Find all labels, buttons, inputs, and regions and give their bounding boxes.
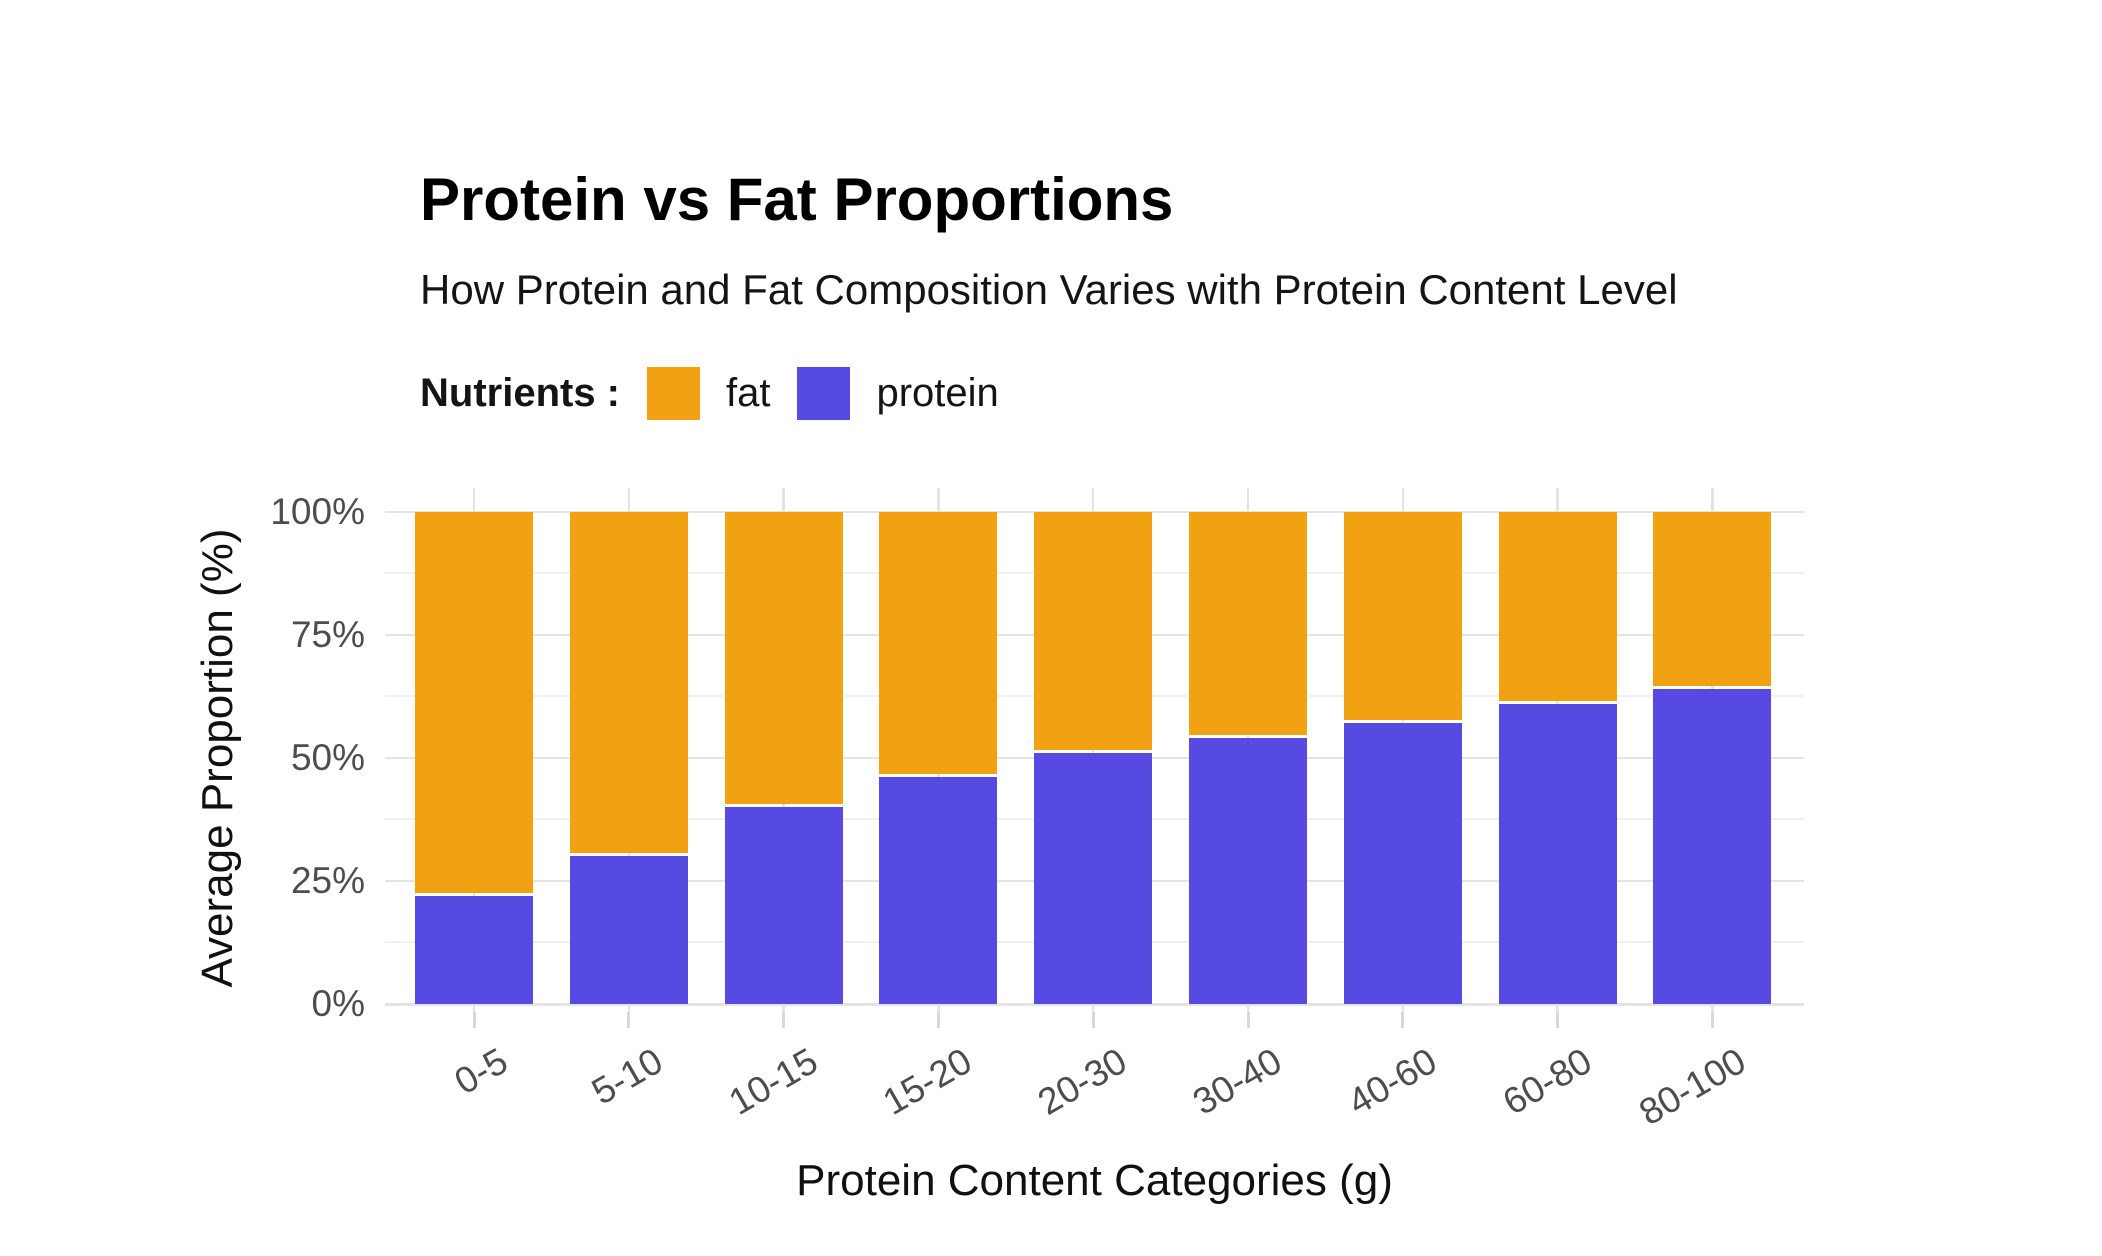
bar-segment-protein-10-15 [724,807,843,1004]
gridline-major-y-0 [385,1003,1804,1006]
x-tick-label-20-30: 20-30 [1031,1040,1134,1123]
legend-item-fat: fat [647,366,771,420]
legend-item-protein: protein [797,366,999,420]
bar-5-10 [569,511,688,1004]
bar-segment-fat-40-60 [1343,511,1462,721]
y-tick-label-25: 25% [290,859,365,901]
bar-30-40 [1189,511,1307,1004]
chart-title: Protein vs Fat Proportions [420,166,1174,233]
bar-segment-protein-40-60 [1343,723,1462,1004]
bar-segment-protein-80-100 [1653,688,1772,1004]
x-tick-mark-40-60 [1401,1012,1405,1028]
x-tick-mark-20-30 [1091,1012,1095,1028]
x-tick-mark-30-40 [1246,1012,1250,1028]
y-tick-label-50: 50% [290,736,365,778]
x-tick-mark-60-80 [1556,1012,1560,1028]
x-tick-mark-80-100 [1710,1012,1714,1028]
x-tick-mark-0-5 [472,1012,476,1028]
bar-segment-protein-0-5 [415,895,533,1004]
bar-segment-fat-30-40 [1189,511,1307,736]
legend-swatch-protein-icon [797,366,851,420]
bar-40-60 [1343,511,1462,1004]
x-tick-label-60-80: 60-80 [1495,1040,1599,1123]
legend-title: Nutrients : [420,370,620,415]
x-tick-label-30-40: 30-40 [1186,1040,1289,1123]
bar-segment-protein-30-40 [1189,738,1307,1004]
bar-15-20 [879,511,998,1004]
y-tick-label-100: 100% [270,490,365,532]
bar-segment-fat-60-80 [1498,511,1617,701]
x-axis-title: Protein Content Categories (g) [796,1156,1393,1205]
x-tick-label-10-15: 10-15 [721,1040,825,1123]
bar-segment-protein-20-30 [1034,752,1153,1004]
bar-80-100 [1653,511,1772,1004]
legend: Nutrients : fat protein [420,366,999,420]
bar-segment-fat-0-5 [415,511,533,893]
bar-segment-protein-15-20 [879,777,998,1004]
y-tick-label-75: 75% [290,613,365,655]
bar-segment-protein-5-10 [569,856,688,1004]
bar-segment-fat-5-10 [569,511,688,854]
plot-area [385,488,1804,1028]
bar-20-30 [1034,511,1153,1004]
bar-10-15 [724,511,843,1004]
bar-segment-fat-20-30 [1034,511,1153,750]
bar-segment-fat-10-15 [724,511,843,804]
legend-label-protein: protein [876,370,999,415]
x-tick-label-15-20: 15-20 [876,1040,979,1123]
x-tick-mark-15-20 [936,1012,940,1028]
x-tick-label-0-5: 0-5 [447,1040,515,1103]
legend-label-fat: fat [726,370,771,415]
x-tick-label-80-100: 80-100 [1632,1040,1753,1134]
bar-0-5 [415,511,533,1004]
bar-segment-fat-15-20 [879,511,998,775]
x-tick-mark-5-10 [627,1012,631,1028]
bar-segment-fat-80-100 [1653,511,1772,686]
x-tick-label-40-60: 40-60 [1340,1040,1444,1123]
bar-60-80 [1498,511,1617,1004]
x-tick-mark-10-15 [782,1012,786,1028]
y-axis-title: Average Proportion (%) [193,528,242,988]
bar-segment-protein-60-80 [1498,703,1617,1004]
legend-swatch-fat-icon [647,366,700,420]
x-tick-label-5-10: 5-10 [584,1040,670,1113]
chart-subtitle: How Protein and Fat Composition Varies w… [420,266,1678,313]
y-tick-label-0: 0% [311,983,365,1024]
